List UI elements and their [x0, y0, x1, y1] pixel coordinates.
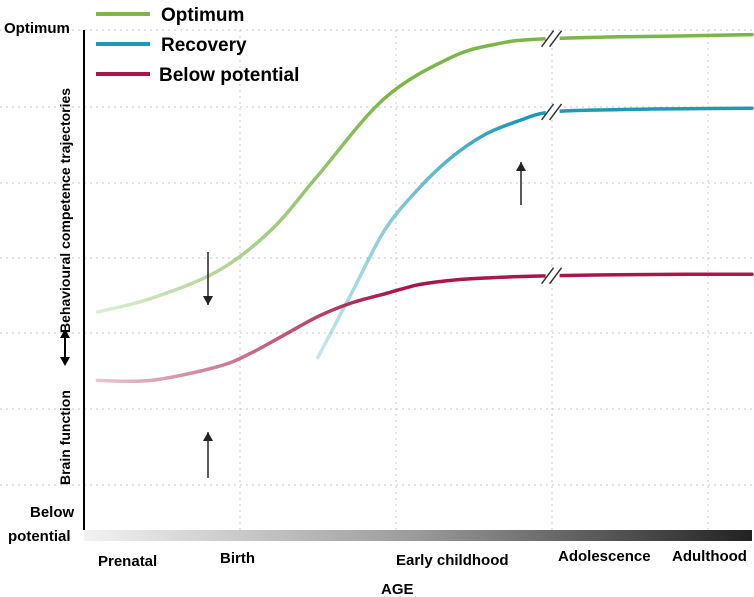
arrow-up-recovery [516, 162, 526, 205]
y-axis-label-brain: Brain function [57, 390, 73, 485]
arrow-down-optimum [203, 252, 213, 305]
legend: Optimum Recovery Below potential [96, 5, 299, 86]
y-tick-optimum: Optimum [4, 20, 70, 37]
x-stage-prenatal: Prenatal [98, 553, 157, 570]
legend-label-optimum: Optimum [161, 5, 244, 26]
break-marker [540, 30, 563, 48]
series-line-optimum [95, 32, 754, 314]
break-marker [540, 267, 563, 285]
x-stage-birth: Birth [220, 550, 255, 567]
break-marker [540, 103, 563, 121]
series-line-below-potential [95, 272, 754, 384]
legend-label-recovery: Recovery [161, 35, 247, 56]
series-line-recovery [316, 106, 754, 360]
x-stage-early-childhood: Early childhood [396, 552, 509, 569]
y-tick-below-line2: potential [8, 528, 71, 545]
x-axis-title: AGE [381, 581, 414, 597]
age-gradient-bar [84, 530, 752, 541]
x-stage-adolescence: Adolescence [558, 548, 651, 565]
axis-break-markers [540, 30, 563, 285]
y-tick-below-line1: Below [30, 504, 75, 521]
series-layer [95, 32, 754, 384]
y-axis-double-arrow [60, 329, 70, 366]
legend-label-below-potential: Below potential [159, 65, 299, 86]
arrow-up-below-potential [203, 432, 213, 478]
y-axis-label-behaviour: Behavioural competence trajectories [57, 88, 73, 333]
x-stage-adulthood: Adulthood [672, 548, 747, 565]
annotation-arrows [203, 162, 526, 478]
